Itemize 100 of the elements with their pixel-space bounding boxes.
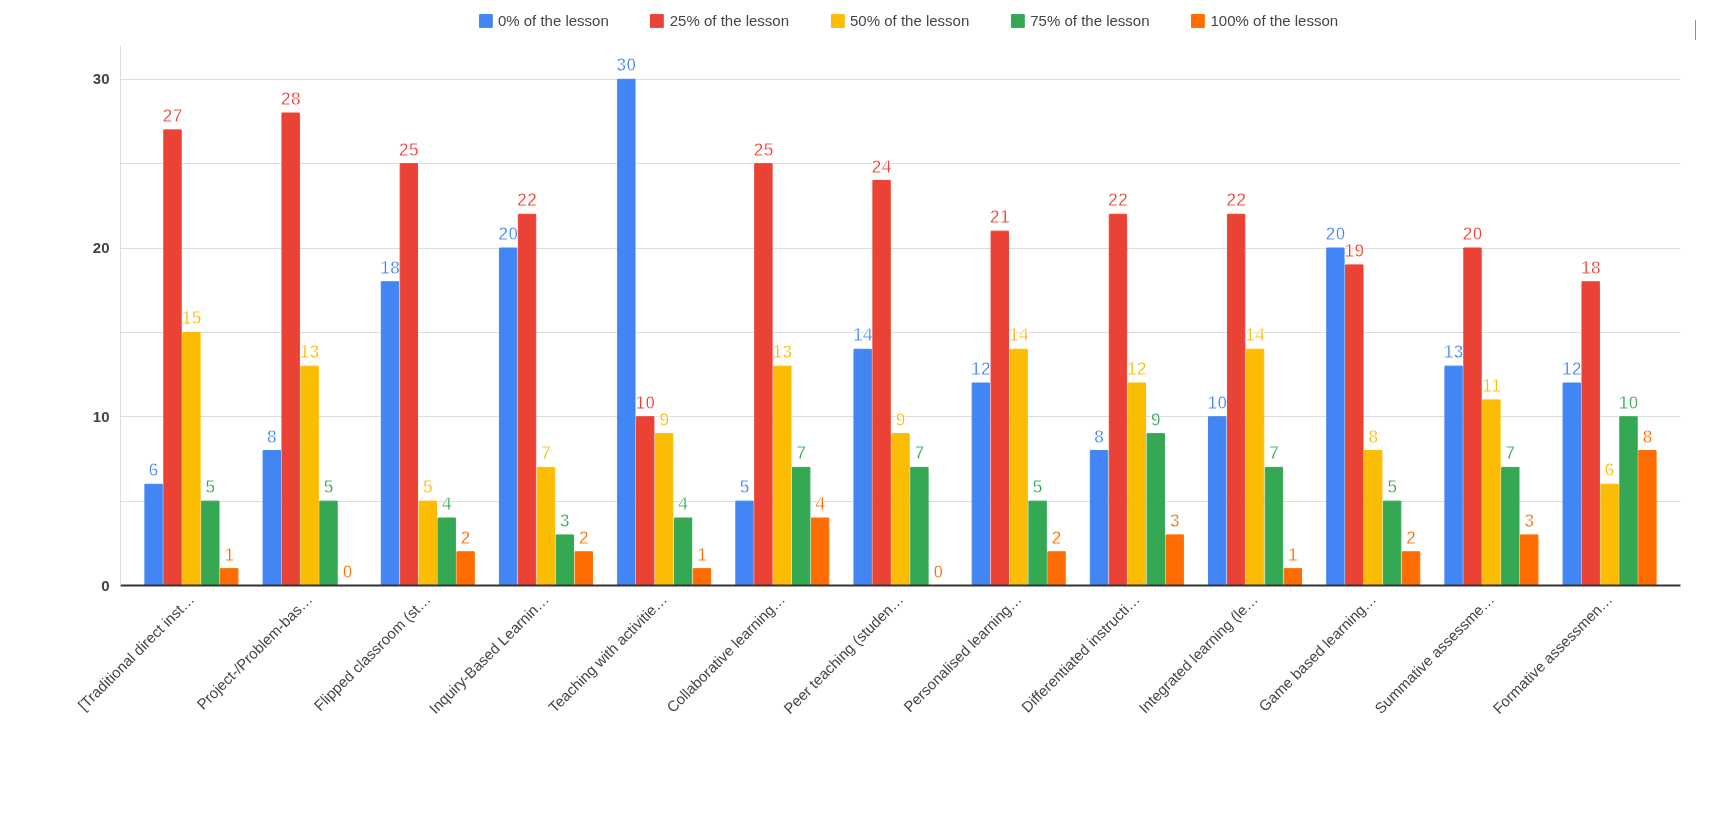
data-label: 18 — [1580, 257, 1601, 278]
data-label: 12 — [970, 359, 991, 379]
data-label: 12 — [1561, 359, 1582, 379]
data-label: 6 — [1604, 460, 1615, 481]
data-label: 6 — [148, 460, 159, 481]
bar — [636, 416, 655, 586]
data-label: 3 — [1524, 510, 1535, 531]
data-label: 8 — [1368, 426, 1379, 447]
bar — [773, 365, 792, 586]
data-label: 4 — [441, 494, 452, 514]
bar — [1208, 416, 1227, 586]
data-label: 10 — [1618, 392, 1639, 413]
data-label: 4 — [678, 494, 689, 514]
data-label: 14 — [1008, 325, 1029, 346]
bar — [692, 568, 712, 586]
data-label: 14 — [1245, 325, 1266, 346]
bar — [792, 466, 811, 586]
bar — [1520, 534, 1539, 586]
bar — [617, 78, 636, 586]
data-label: 0 — [933, 561, 944, 582]
bar — [399, 163, 419, 586]
bar — [163, 129, 182, 586]
bar — [1501, 466, 1520, 586]
bar — [1326, 247, 1345, 586]
legend-label: 0% of the lesson — [497, 11, 609, 29]
bar — [673, 517, 693, 586]
data-label: 3 — [559, 510, 570, 531]
bar — [1165, 534, 1184, 586]
data-label: 13 — [772, 342, 793, 363]
data-label: 8 — [1642, 426, 1653, 447]
data-label: 22 — [1226, 190, 1247, 211]
data-label: 2 — [578, 527, 589, 548]
data-label: 7 — [914, 443, 925, 464]
bar — [262, 450, 281, 586]
bar — [971, 382, 991, 586]
bar — [754, 163, 773, 586]
bar — [990, 230, 1009, 586]
legend-label: 100% of the lesson — [1210, 11, 1339, 29]
bar — [437, 517, 456, 586]
bar — [910, 466, 929, 586]
bar — [182, 331, 201, 586]
bar — [1463, 247, 1482, 586]
bar — [872, 180, 891, 586]
data-label: 22 — [1107, 190, 1128, 211]
bar — [1047, 551, 1066, 586]
data-label: 12 — [1126, 359, 1147, 379]
bar — [1364, 450, 1383, 586]
data-label: 2 — [1051, 527, 1062, 548]
data-label: 1 — [1287, 544, 1298, 565]
data-label: 13 — [1443, 342, 1464, 363]
bar — [1028, 500, 1047, 586]
bar — [1581, 281, 1600, 586]
data-label: 28 — [280, 89, 301, 109]
data-label: 22 — [517, 190, 538, 211]
bar — [735, 500, 754, 586]
data-label: 1 — [224, 544, 235, 565]
bar — [1245, 348, 1265, 586]
legend-label: 75% of the lesson — [1030, 11, 1150, 29]
bar — [1009, 348, 1028, 586]
bar — [281, 112, 300, 586]
data-label: 3 — [1169, 510, 1180, 531]
bar — [1226, 213, 1246, 586]
data-label: 27 — [162, 105, 183, 126]
data-label: 11 — [1481, 375, 1501, 396]
data-label: 7 — [540, 443, 551, 464]
bar — [1089, 450, 1109, 586]
bar — [517, 213, 537, 586]
bar — [498, 247, 518, 586]
data-label: 2 — [460, 527, 471, 548]
bar — [574, 551, 593, 586]
bar — [418, 500, 437, 586]
legend-label: 50% of the lesson — [850, 11, 970, 29]
data-label: 20 — [1325, 224, 1346, 244]
data-label: 13 — [299, 342, 320, 363]
bar — [1127, 382, 1147, 586]
data-label: 8 — [1094, 426, 1105, 447]
bar — [1146, 433, 1165, 586]
data-label: 24 — [871, 156, 892, 177]
bar — [1382, 500, 1402, 586]
bar — [1401, 551, 1421, 586]
bar — [1108, 213, 1128, 586]
bar — [853, 348, 872, 586]
legend-label: 25% of the lesson — [669, 11, 790, 29]
data-label: 1 — [696, 544, 707, 565]
bar — [1345, 264, 1364, 586]
bar — [319, 500, 338, 586]
data-label: 9 — [895, 409, 906, 430]
bar — [201, 500, 220, 586]
data-label: 21 — [989, 207, 1010, 228]
y-tick-label: 30 — [92, 70, 110, 88]
bar — [300, 365, 319, 586]
bar — [1444, 365, 1463, 586]
bar — [1482, 399, 1501, 586]
bar — [1619, 416, 1638, 586]
bar — [1264, 466, 1284, 586]
data-label: 20 — [1462, 224, 1483, 244]
data-label: 9 — [659, 409, 670, 430]
bar — [810, 517, 830, 586]
bar — [144, 483, 163, 586]
data-label: 2 — [1406, 527, 1417, 548]
